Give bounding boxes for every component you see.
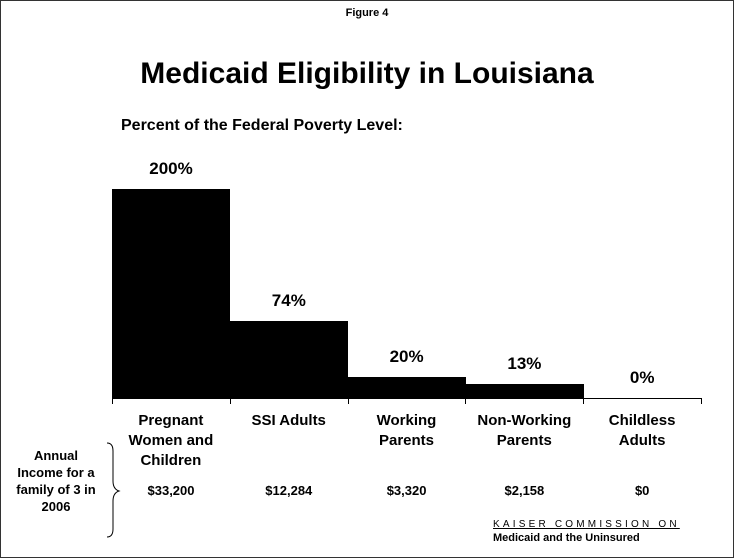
bar [465,384,584,398]
x-tick [229,398,231,404]
x-tick-label: Working Parents [376,412,437,449]
x-tick-label: Non-Working Parents [477,412,572,449]
x-tick-label: SSI Adults [251,412,326,429]
x-tick [465,398,467,404]
figure-label: Figure 4 [345,7,389,19]
x-tick [112,398,113,404]
x-tick-label: Childless Adults [608,412,676,449]
bar [229,320,349,398]
value-label: 0% [629,368,655,387]
value-label: 20% [389,347,424,367]
subtitle: Percent of the Federal Poverty Level: [121,117,403,134]
x-tick [583,398,585,404]
x-axis [112,398,701,399]
income-label: Annual Income for a family of 3 in 2006 [16,448,96,514]
income-value: $2,158 [504,483,545,498]
brace [106,442,121,538]
source-line: KAISER COMMISSION ON [493,519,680,530]
x-tick [701,398,702,404]
value-label: 200% [149,159,193,178]
source-line: Medicaid and the Uninsured [493,532,640,544]
income-value: $0 [634,483,650,498]
bar [347,377,466,398]
chart-title: Medicaid Eligibility in Louisiana [140,57,594,90]
income-value: $33,200 [147,483,195,498]
income-value: $12,284 [265,483,313,498]
x-tick-label: Pregnant Women and Children [128,412,214,469]
value-label: 74% [271,290,306,310]
value-label: 13% [507,354,542,374]
income-value: $3,320 [386,483,427,498]
x-tick [347,398,349,404]
bar [112,189,231,398]
